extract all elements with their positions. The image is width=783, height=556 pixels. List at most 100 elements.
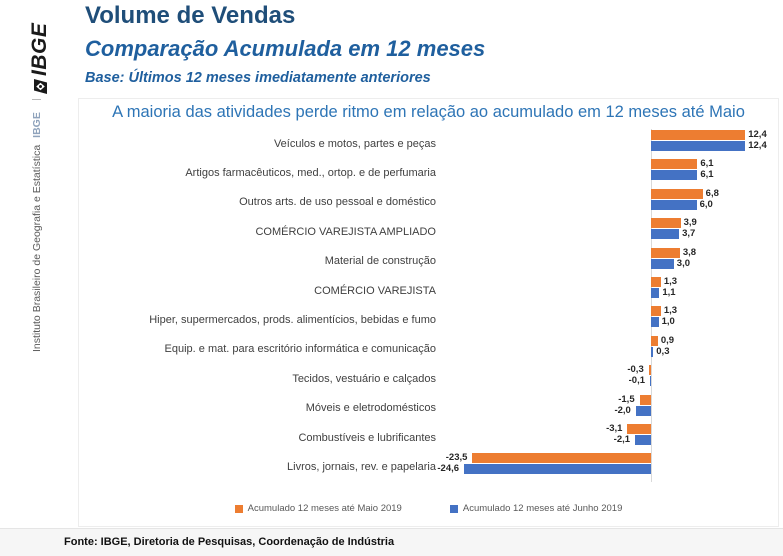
base-note: Base: Últimos 12 meses imediatamente ant…: [85, 70, 431, 86]
bar-group: 3,8 3,0: [444, 247, 778, 276]
bar-maio: [651, 218, 681, 229]
value-label: -23,5: [445, 452, 468, 464]
bar-junho: [651, 170, 698, 181]
bar-group: -23,5 -24,6: [437, 452, 778, 481]
value-label: -1,5: [618, 393, 635, 405]
org-abbr: IBGE: [30, 112, 43, 138]
bar-junho: [651, 229, 680, 240]
value-label: 3,7: [682, 228, 696, 240]
bar-junho: [651, 317, 659, 328]
value-label: -0,1: [628, 375, 645, 387]
sidebar-divider: [32, 99, 41, 100]
legend-swatch-maio: [234, 504, 243, 513]
category-label: Combustíveis e lubrificantes: [298, 431, 436, 444]
bar-maio: [639, 394, 651, 405]
bar-group: 3,9 3,7: [444, 217, 778, 246]
chart-row: Tecidos, vestuário e calçados -0,3 -0,1: [79, 364, 778, 393]
bar-group: 6,8 6,0: [444, 188, 778, 217]
bar-group: 1,3 1,0: [444, 305, 778, 334]
category-label: Artigos farmacêuticos, med., ortop. e de…: [185, 167, 436, 180]
bar-maio: [472, 453, 651, 464]
chart-panel: A maioria das atividades perde ritmo em …: [78, 98, 779, 527]
ibge-logo-text: IBGE: [28, 22, 51, 76]
legend-label-junho: Acumulado 12 meses até Junho 2019: [462, 503, 623, 514]
bar-maio: [651, 130, 746, 140]
bar-maio: [651, 276, 661, 287]
legend-item-maio: Acumulado 12 meses até Maio 2019: [234, 503, 402, 514]
bar-junho: [635, 405, 651, 416]
value-label: 6,0: [699, 198, 713, 210]
bar-maio: [651, 247, 680, 258]
value-label: 1,3: [663, 305, 678, 317]
bar-maio: [651, 306, 661, 317]
category-label: COMÉRCIO VAREJISTA: [314, 284, 436, 297]
value-label: -2,1: [613, 433, 631, 445]
category-label: Livros, jornais, rev. e papelaria: [287, 460, 436, 473]
category-label: Hiper, supermercados, prods. alimentício…: [149, 314, 436, 327]
value-label: 12,4: [748, 129, 767, 140]
category-label: Material de construção: [324, 255, 436, 268]
page-subtitle: Comparação Acumulada em 12 meses: [85, 36, 486, 61]
value-label: -0,3: [627, 364, 644, 376]
value-label: 3,0: [676, 257, 691, 269]
ibge-logo: IBGE: [26, 8, 54, 94]
value-label: -24,6: [437, 463, 460, 475]
chart-row: Material de construção 3,8 3,0: [79, 247, 778, 276]
bar-junho: [650, 376, 651, 387]
value-label: 6,8: [705, 187, 719, 199]
value-label: 3,8: [682, 246, 697, 258]
category-label: Móveis e eletrodomésticos: [305, 402, 436, 415]
value-label: -3,1: [606, 422, 623, 434]
bar-maio: [651, 188, 703, 199]
value-label: 6,1: [700, 158, 714, 170]
value-label: 3,9: [683, 217, 697, 229]
chart-title: A maioria das atividades perde ritmo em …: [112, 103, 745, 121]
bar-junho: [651, 287, 660, 298]
bar-group: 1,3 1,1: [444, 276, 778, 305]
ibge-logo-icon: [33, 79, 48, 94]
bar-group: 6,1 6,1: [444, 158, 778, 187]
footer-bar: Fonte: IBGE, Diretoria de Pesquisas, Coo…: [0, 528, 783, 556]
value-label: 12,4: [748, 140, 767, 151]
org-full-name: Instituto Brasileiro de Geografia e Esta…: [30, 144, 43, 352]
chart-row: Hiper, supermercados, prods. alimentício…: [79, 305, 778, 334]
bar-maio: [627, 423, 651, 434]
chart-row: Móveis e eletrodomésticos -1,5 -2,0: [79, 394, 778, 423]
chart-row: Artigos farmacêuticos, med., ortop. e de…: [79, 158, 778, 187]
chart-row: Equip. e mat. para escritório informátic…: [79, 335, 778, 364]
bar-group: -0,3 -0,1: [444, 364, 778, 393]
bar-maio: [651, 335, 658, 346]
bar-group: -3,1 -2,1: [444, 423, 778, 452]
category-label: COMÉRCIO VAREJISTA AMPLIADO: [255, 225, 436, 238]
bar-plot-area: Veículos e motos, partes e peças 12,4 12,4…: [79, 129, 778, 482]
bar-maio: [651, 159, 698, 170]
chart-row: Veículos e motos, partes e peças 12,4 12,4: [79, 129, 778, 158]
legend-label-maio: Acumulado 12 meses até Maio 2019: [247, 503, 402, 514]
bar-junho: [651, 199, 697, 210]
value-label: 0,3: [656, 345, 670, 357]
chart-row: COMÉRCIO VAREJISTA 1,3 1,1: [79, 276, 778, 305]
category-label: Tecidos, vestuário e calçados: [292, 372, 436, 385]
source-note: Fonte: IBGE, Diretoria de Pesquisas, Coo…: [64, 536, 395, 548]
value-label: 0,9: [660, 334, 675, 346]
chart-row: COMÉRCIO VAREJISTA AMPLIADO 3,9 3,7: [79, 217, 778, 246]
legend-item-junho: Acumulado 12 meses até Junho 2019: [449, 503, 623, 514]
bar-group: -1,5 -2,0: [444, 394, 778, 423]
bar-group: 12,4 12,4: [444, 129, 778, 158]
legend-swatch-junho: [449, 504, 458, 513]
bar-maio: [648, 365, 651, 376]
bar-junho: [651, 258, 674, 269]
bar-junho: [464, 464, 651, 475]
value-label: 1,1: [662, 286, 676, 298]
value-label: 1,0: [661, 316, 675, 328]
page-title: Volume de Vendas: [85, 2, 296, 29]
bar-junho: [651, 346, 654, 357]
chart-row: Livros, jornais, rev. e papelaria -23,5 -2…: [79, 452, 778, 481]
chart-row: Outros arts. de uso pessoal e doméstico 6…: [79, 188, 778, 217]
category-label: Outros arts. de uso pessoal e doméstico: [239, 196, 436, 209]
zero-axis-line: [651, 129, 652, 482]
bar-junho: [651, 141, 746, 151]
category-label: Equip. e mat. para escritório informátic…: [164, 343, 436, 356]
value-label: -2,0: [614, 404, 631, 416]
